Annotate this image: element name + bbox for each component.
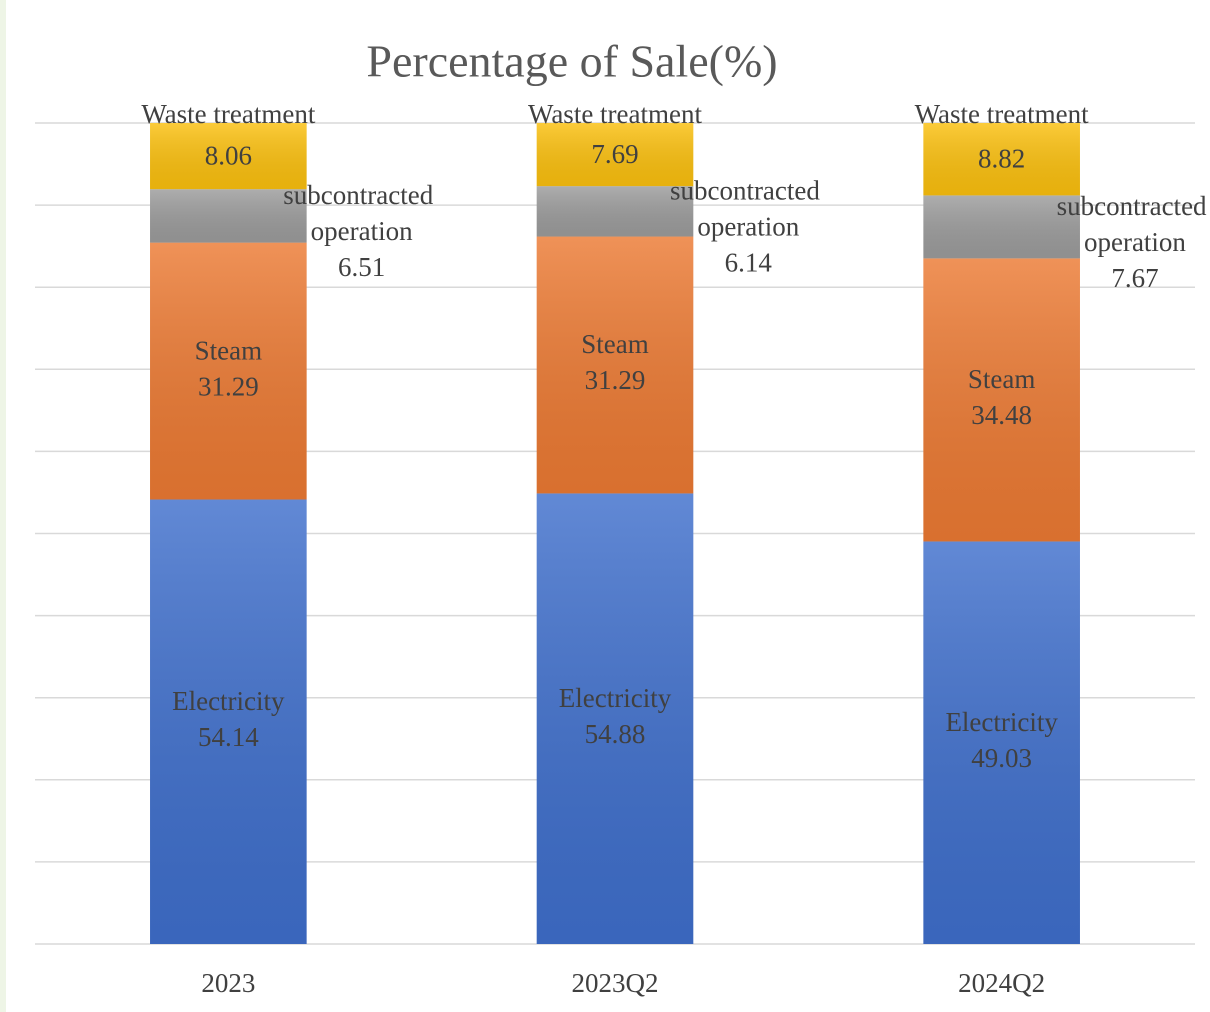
series-label: Steam	[581, 329, 649, 359]
bar-shade	[923, 541, 1080, 944]
data-label: 7.69	[591, 139, 638, 169]
chart-title: Percentage of Sale(%)	[366, 36, 777, 87]
bar-shade	[150, 242, 307, 500]
data-label: 8.82	[978, 143, 1025, 173]
series-label: subcontracted operation	[283, 180, 440, 246]
bar-shade	[923, 195, 1080, 259]
series-label: Waste treatment	[141, 99, 315, 129]
data-label: 31.29	[585, 365, 646, 395]
bar-shade	[536, 493, 694, 944]
data-label: 6.14	[725, 248, 773, 278]
x-tick-label: 2023	[201, 968, 255, 998]
data-label: 8.06	[205, 140, 252, 170]
series-label: subcontracted operation	[670, 176, 827, 242]
bar-shade	[150, 123, 307, 190]
series-label: Steam	[195, 335, 263, 365]
bar-shade	[923, 123, 1080, 196]
data-label: 34.48	[971, 400, 1032, 430]
series-label: Waste treatment	[528, 99, 702, 129]
data-label: 54.88	[585, 719, 646, 749]
bar-shade	[536, 123, 694, 187]
data-label: 49.03	[971, 743, 1032, 773]
series-label: Electricity	[172, 686, 285, 716]
series-label: Electricity	[559, 683, 672, 713]
x-tick-label: 2024Q2	[958, 968, 1045, 998]
data-label: 31.29	[198, 371, 259, 401]
series-label: Waste treatment	[915, 99, 1089, 129]
series-label: Steam	[968, 364, 1036, 394]
data-label: 7.67	[1111, 263, 1158, 293]
data-label: 54.14	[198, 722, 259, 752]
series-label: subcontracted operation	[1057, 191, 1210, 257]
data-label: 6.51	[338, 252, 385, 282]
bar-shade	[923, 258, 1080, 542]
bar-shade	[536, 236, 694, 494]
bar-shade	[150, 499, 307, 944]
series-label: Electricity	[945, 707, 1058, 737]
bar-shade	[150, 189, 307, 243]
bar-shade	[536, 186, 694, 237]
x-tick-label: 2023Q2	[572, 968, 659, 998]
